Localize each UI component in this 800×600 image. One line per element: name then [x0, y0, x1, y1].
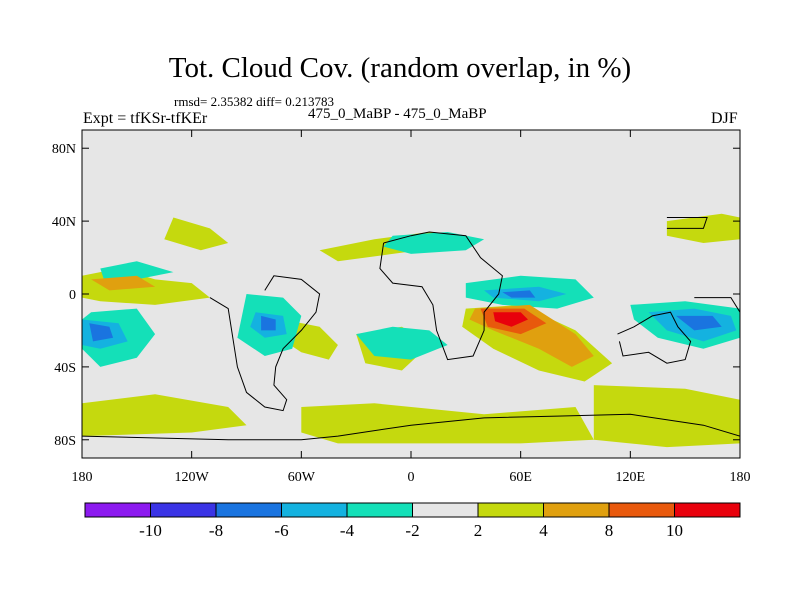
experiment-label: Expt = tfKSr-tfKEr	[83, 110, 208, 127]
contour-region-15	[356, 326, 448, 360]
coastline-4	[694, 297, 740, 313]
y-tick-label: 80S	[54, 434, 76, 449]
colorbar-label: -10	[139, 521, 162, 540]
contour-region-14	[383, 232, 485, 254]
coastline-3	[82, 413, 740, 441]
coastline-1	[379, 231, 503, 361]
contour-region-2	[593, 385, 740, 448]
x-tick-label: 60E	[509, 470, 532, 485]
contour-region-16	[100, 261, 174, 280]
chart-title: Tot. Cloud Cov. (random overlap, in %)	[168, 52, 632, 84]
y-tick-label: 40S	[54, 361, 76, 376]
contour-region-0	[82, 394, 247, 437]
contour-region-21	[89, 323, 114, 342]
period-label: 475_0_MaBP - 475_0_MaBP	[308, 106, 487, 122]
coastline-2	[617, 311, 692, 364]
x-tick-label: 180	[72, 470, 93, 485]
contour-region-22	[261, 315, 276, 331]
colorbar-swatch-2	[215, 502, 282, 518]
contour-fill-layer	[82, 213, 740, 448]
coastline-0	[209, 275, 321, 412]
season-label: DJF	[711, 110, 738, 127]
coastline-5	[666, 217, 708, 229]
colorbar-swatch-6	[477, 502, 544, 518]
colorbar-label: 8	[605, 521, 614, 540]
colorbar-label: -6	[274, 521, 288, 540]
coastline-layer	[82, 217, 740, 441]
y-tick-label: 80N	[52, 142, 76, 157]
colorbar-label: 4	[539, 521, 548, 540]
contour-region-23	[676, 315, 722, 331]
x-tick-label: 120W	[175, 470, 210, 485]
colorbar-label: -2	[405, 521, 419, 540]
contour-region-24	[502, 290, 536, 298]
y-tick-label: 0	[69, 288, 76, 303]
colorbar-swatch-9	[674, 502, 741, 518]
colorbar-swatch-0	[84, 502, 151, 518]
contour-region-1	[301, 403, 594, 444]
y-axis: 80N 40N 0 40S 80S	[52, 142, 740, 449]
contour-region-28	[493, 312, 528, 327]
colorbar-swatch-8	[608, 502, 675, 518]
colorbar-swatch-1	[150, 502, 217, 518]
colorbar: -10 -8 -6 -4 -2 2 4 8 10	[84, 502, 741, 540]
colorbar-label: -4	[340, 521, 355, 540]
x-tick-label: 60W	[288, 470, 316, 485]
colorbar-swatch-3	[281, 502, 348, 518]
colorbar-swatch-4	[346, 502, 413, 518]
colorbar-swatch-5	[412, 502, 479, 518]
colorbar-label: -8	[209, 521, 223, 540]
contour-region-26	[91, 275, 156, 291]
x-tick-label: 0	[408, 470, 415, 485]
x-tick-label: 180	[730, 470, 751, 485]
y-tick-label: 40N	[52, 215, 76, 230]
colorbar-swatch-7	[543, 502, 610, 518]
contour-region-5	[164, 217, 229, 251]
x-axis: 180 120W 60W 0 60E 120E 180	[72, 130, 751, 485]
stats-label: rmsd= 2.35382 diff= 0.213783	[174, 94, 334, 109]
x-tick-label: 120E	[616, 470, 646, 485]
colorbar-label: 2	[474, 521, 483, 540]
colorbar-label: 10	[666, 521, 683, 540]
